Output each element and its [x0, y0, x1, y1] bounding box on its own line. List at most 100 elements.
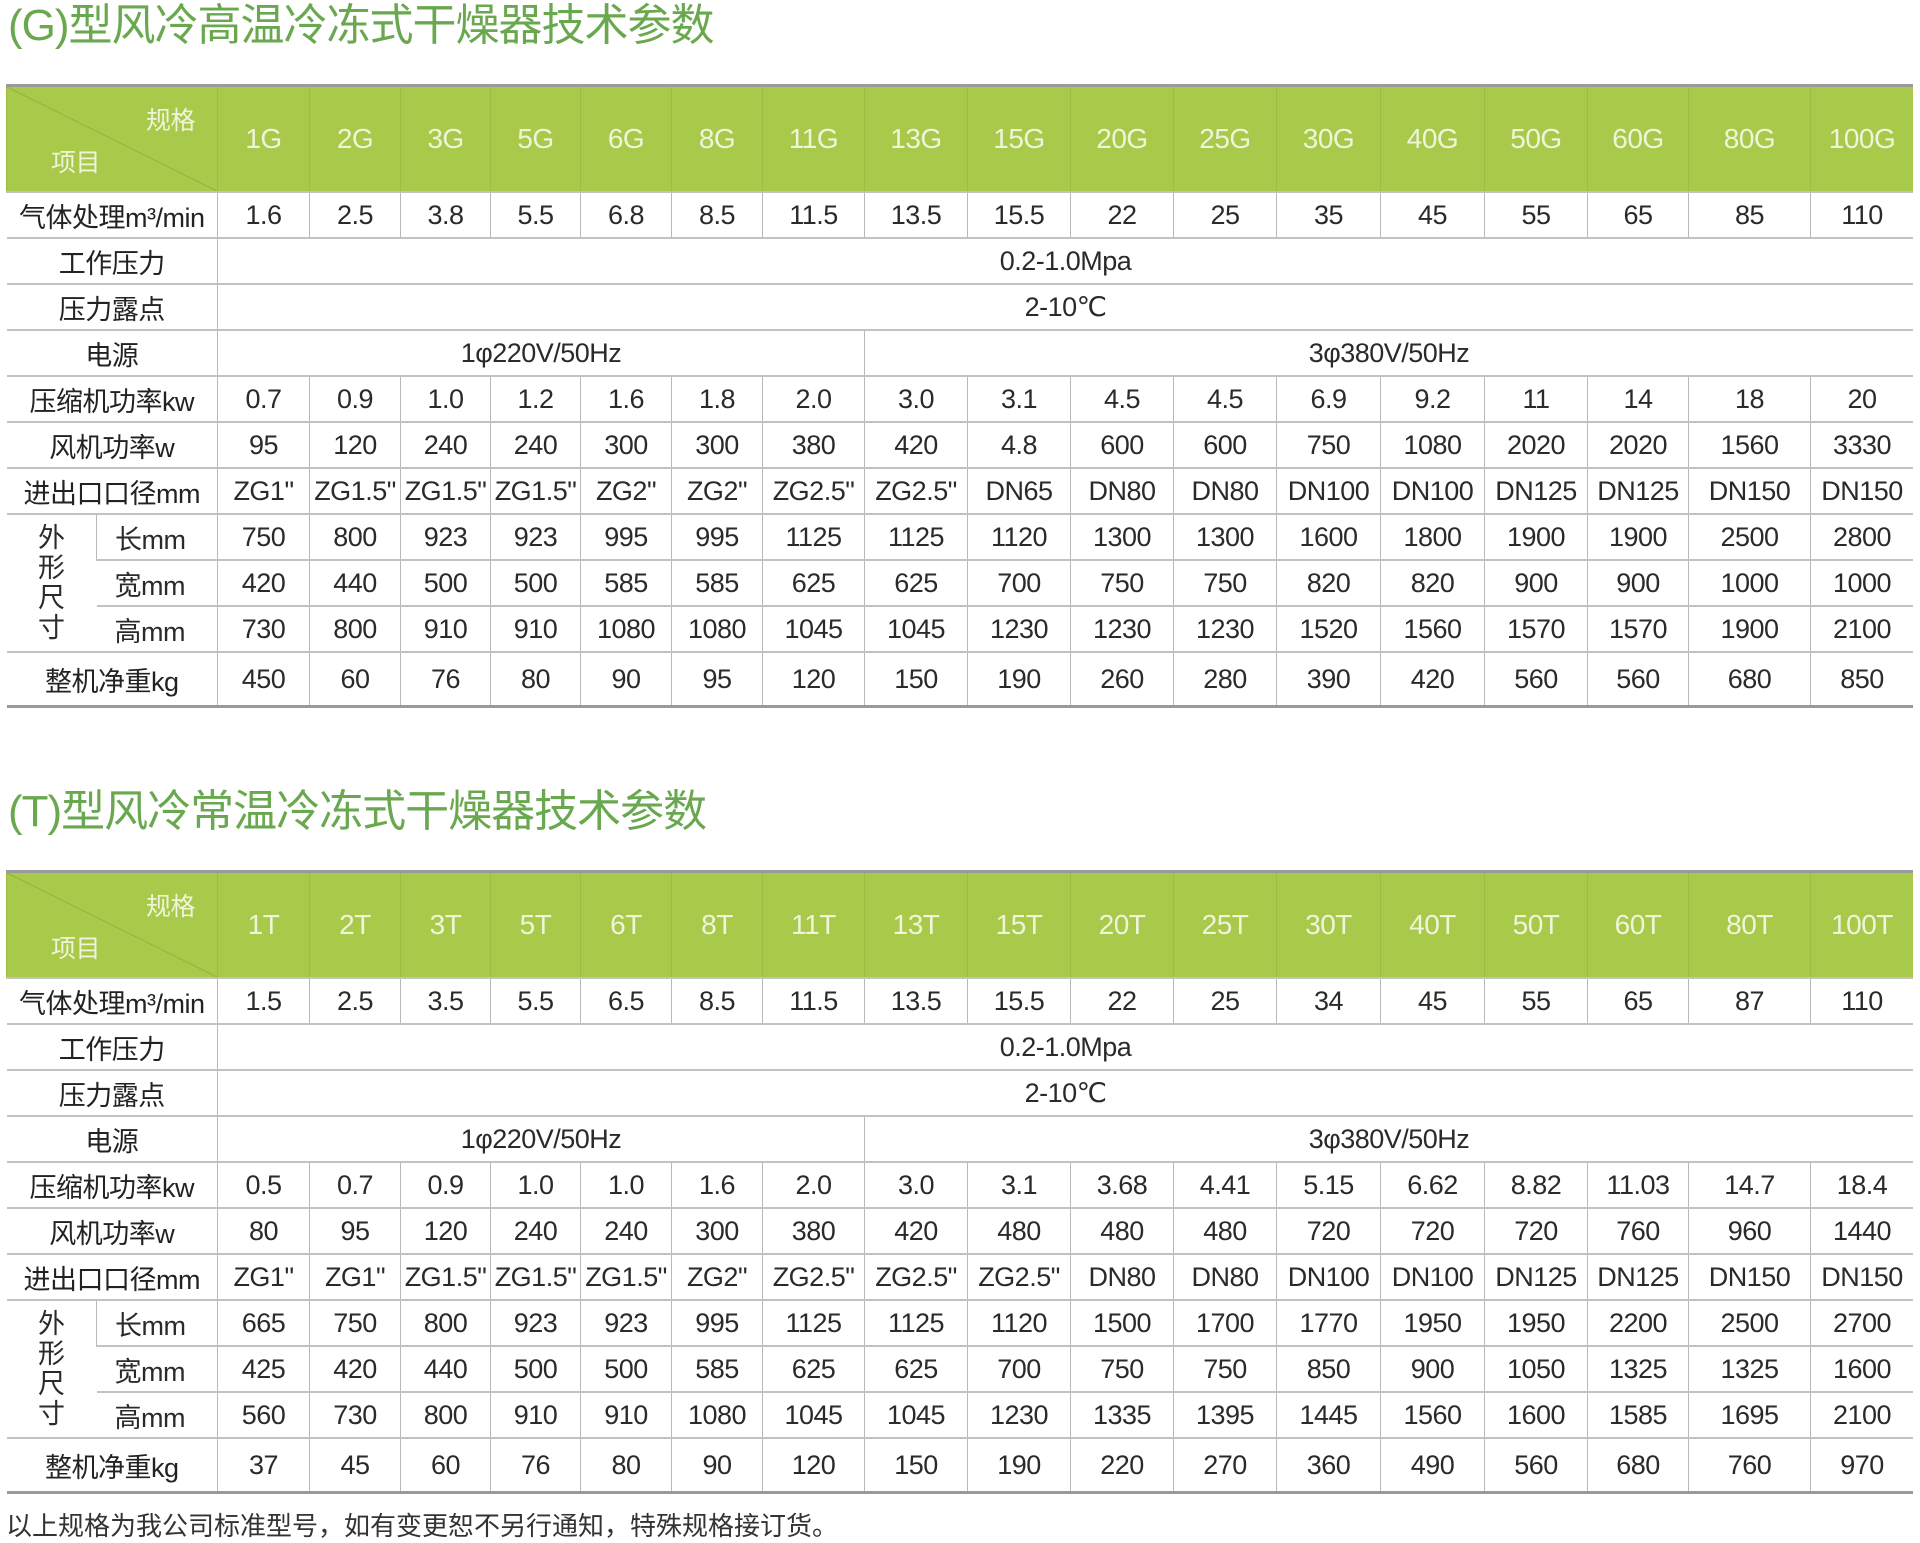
model-header: 60T	[1587, 871, 1689, 979]
model-header: 8T	[671, 871, 763, 979]
value-cell: 480	[967, 1208, 1071, 1255]
value-cell: 280	[1173, 652, 1277, 708]
value-cell: 1300	[1070, 514, 1174, 561]
model-header: 6T	[580, 871, 672, 979]
value-cell: 260	[1070, 652, 1174, 708]
value-cell: 120	[762, 1438, 865, 1494]
row-label: 气体处理m³/min	[6, 978, 218, 1025]
value-cell: DN80	[1173, 1254, 1277, 1301]
value-cell: 700	[967, 560, 1071, 607]
model-header: 100G	[1810, 85, 1913, 193]
value-cell: 390	[1276, 652, 1381, 708]
value-cell: 1045	[864, 1392, 968, 1439]
value-cell: 120	[762, 652, 865, 708]
row-flow: 气体处理m³/min 1.6 2.5 3.8 5.5 6.8 8.5 11.5 13.5 15.5…	[6, 192, 1913, 239]
value-cell: 2100	[1810, 606, 1913, 653]
value-cell: ZG1"	[309, 1254, 401, 1301]
value-cell: 1.6	[671, 1162, 763, 1209]
model-header: 3T	[400, 871, 491, 979]
value-cell: 11	[1484, 376, 1588, 423]
value-cell: 420	[864, 1208, 968, 1255]
value-cell: 450	[217, 652, 310, 708]
value-cell: 0.9	[400, 1162, 491, 1209]
value-cell: 5.5	[490, 192, 581, 239]
value-cell: 60	[309, 652, 401, 708]
model-header: 40T	[1380, 871, 1485, 979]
value-cell: 120	[400, 1208, 491, 1255]
value-cell: DN150	[1810, 1254, 1913, 1301]
value-cell: 3.5	[400, 978, 491, 1025]
row-weight: 整机净重kg 37 45 60 76 80 90 120 150 190 220 270 360 490 5…	[6, 1438, 1913, 1494]
value-cell: 90	[671, 1438, 763, 1494]
value-cell: 2500	[1688, 1300, 1811, 1347]
value-cell: 20	[1810, 376, 1913, 423]
value-cell: 720	[1380, 1208, 1485, 1255]
corner-item-label: 项目	[51, 149, 101, 177]
value-cell: 750	[1173, 560, 1277, 607]
value-cell: 820	[1276, 560, 1381, 607]
value-cell: 0.5	[217, 1162, 310, 1209]
row-label: 压力露点	[6, 284, 218, 331]
merged-value: 0.2-1.0Mpa	[217, 238, 1913, 285]
value-cell: 3.68	[1070, 1162, 1174, 1209]
value-cell: 0.7	[217, 376, 310, 423]
value-cell: 6.9	[1276, 376, 1381, 423]
value-cell: ZG2.5"	[864, 1254, 968, 1301]
value-cell: 0.7	[309, 1162, 401, 1209]
value-cell: 995	[671, 514, 763, 561]
row-flow: 气体处理m³/min 1.5 2.5 3.5 5.5 6.5 8.5 11.5 13.5 15.5…	[6, 978, 1913, 1025]
value-cell: 240	[580, 1208, 672, 1255]
value-cell: 95	[671, 652, 763, 708]
value-cell: 2800	[1810, 514, 1913, 561]
value-cell: 720	[1276, 1208, 1381, 1255]
row-label: 风机功率w	[6, 422, 218, 469]
value-cell: ZG2.5"	[967, 1254, 1071, 1301]
value-cell: 730	[309, 1392, 401, 1439]
value-cell: 11.5	[762, 192, 865, 239]
value-cell: 87	[1688, 978, 1811, 1025]
model-header: 11T	[762, 871, 865, 979]
value-cell: 760	[1587, 1208, 1689, 1255]
value-cell: 120	[309, 422, 401, 469]
value-cell: 14.7	[1688, 1162, 1811, 1209]
value-cell: 500	[490, 1346, 581, 1393]
dim-sublabel: 长mm	[96, 514, 218, 561]
value-cell: 1770	[1276, 1300, 1381, 1347]
value-cell: 2.0	[762, 1162, 865, 1209]
value-cell: 11.5	[762, 978, 865, 1025]
value-cell: 25	[1173, 192, 1277, 239]
value-cell: 4.5	[1070, 376, 1174, 423]
row-fan: 风机功率w 95 120 240 240 300 300 380 420 4.8 600 600 750…	[6, 422, 1913, 469]
value-cell: 9.2	[1380, 376, 1485, 423]
value-cell: 1120	[967, 1300, 1071, 1347]
row-dew_point: 压力露点 2-10℃	[6, 1070, 1913, 1117]
g-series-spec-table: 规格 项目 1G 2G 3G 5G 6G 8G 11G 13G 15G 20G 25G 30G 40G 50G…	[6, 84, 1913, 708]
value-cell: 923	[490, 1300, 581, 1347]
value-cell: 5.15	[1276, 1162, 1381, 1209]
value-cell: 900	[1484, 560, 1588, 607]
model-header: 1G	[217, 85, 310, 193]
row-label: 电源	[6, 1116, 218, 1163]
dimensions-group-label: 外形尺寸	[6, 514, 97, 653]
value-cell: 820	[1380, 560, 1485, 607]
value-cell: 80	[217, 1208, 310, 1255]
row-dim-width: 宽mm 425 420 440 500 500 585 625 625 700 750 750 850 9…	[7, 1346, 1913, 1393]
value-cell: 1300	[1173, 514, 1277, 561]
value-cell: DN100	[1276, 468, 1381, 515]
row-dim-height: 高mm 730 800 910 910 1080 1080 1045 1045 1230 1230 1…	[7, 606, 1913, 653]
value-cell: 1560	[1380, 606, 1485, 653]
corner-spec-label: 规格	[145, 893, 196, 921]
value-cell: 1.6	[580, 376, 672, 423]
row-port: 进出口口径mm ZG1" ZG1" ZG1.5" ZG1.5" ZG1.5" ZG2" ZG2…	[6, 1254, 1913, 1301]
value-cell: 585	[671, 1346, 763, 1393]
value-cell: 15.5	[967, 978, 1071, 1025]
value-cell: 3.0	[864, 1162, 968, 1209]
value-cell: 80	[490, 652, 581, 708]
value-cell: DN65	[967, 468, 1071, 515]
g-series-title: (G)型风冷高温冷冻式干燥器技术参数	[8, 1, 715, 50]
value-cell: 910	[490, 606, 581, 653]
three-phase-value: 3φ380V/50Hz	[864, 1116, 1913, 1163]
value-cell: DN150	[1688, 468, 1811, 515]
value-cell: 240	[490, 1208, 581, 1255]
row-compressor: 压缩机功率kw 0.7 0.9 1.0 1.2 1.6 1.8 2.0 3.0 3.1 4.5 4.5…	[6, 376, 1913, 423]
